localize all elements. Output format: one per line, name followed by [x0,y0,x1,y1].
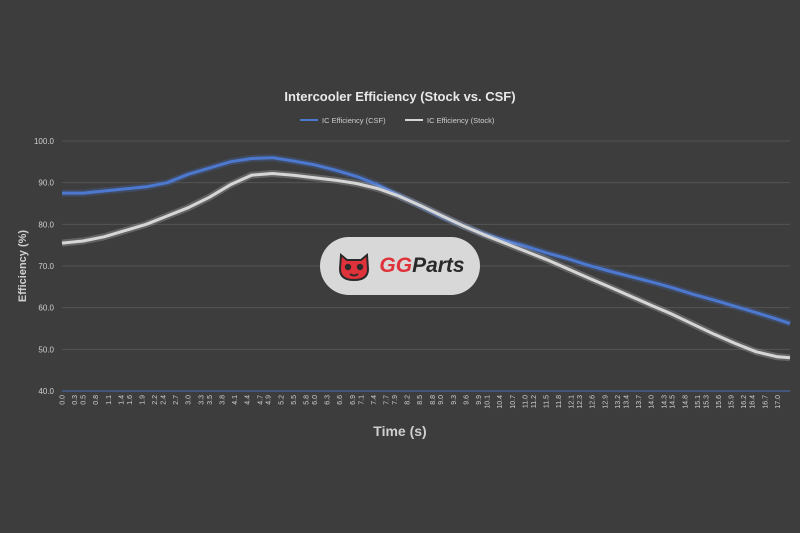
x-tick-label: 2.2 [152,395,159,405]
x-tick-label: 3.3 [198,395,205,405]
x-tick-label: 3.0 [186,395,193,405]
x-tick-label: 6.0 [312,395,319,405]
legend: IC Efficiency (CSF) IC Efficiency (Stock) [300,116,495,125]
x-tick-label: 1.1 [106,395,113,405]
x-tick-label: 4.7 [257,395,264,405]
watermark-text: GGParts [379,254,464,278]
x-tick-label: 7.4 [371,395,378,405]
ggparts-mascot-icon [339,252,370,282]
x-tick-label: 1.6 [127,395,134,405]
x-tick-label: 0.0 [60,395,67,405]
ggparts-watermark: GGParts [320,237,480,295]
x-tick-label: 9.3 [451,395,458,405]
x-tick-label: 12.3 [577,395,584,409]
x-tick-label: 5.2 [278,395,285,405]
x-tick-label: 12.6 [590,395,597,409]
x-axis-label: Time (s) [373,423,426,439]
x-tick-label: 15.9 [729,395,736,409]
chart-title: Intercooler Efficiency (Stock vs. CSF) [284,89,515,104]
x-tick-label: 2.7 [173,395,180,405]
y-tick-label: 90.0 [38,179,54,188]
x-tick-label: 5.8 [304,395,311,405]
x-tick-label: 10.1 [485,395,492,409]
x-tick-label: 4.9 [266,395,273,405]
y-tick-label: 70.0 [38,262,54,271]
x-tick-label: 11.2 [531,395,538,408]
y-tick-label: 100.0 [34,137,55,146]
x-tick-label: 0.3 [72,395,79,405]
x-tick-label: 11.8 [556,395,563,408]
x-tick-label: 15.3 [703,395,710,409]
x-tick-label: 7.7 [384,395,391,405]
x-tick-label: 15.1 [695,395,702,409]
x-tick-label: 6.9 [350,395,357,405]
x-tick-label: 0.8 [93,395,100,405]
x-tick-label: 1.4 [118,395,125,405]
x-tick-label: 14.8 [682,395,689,409]
x-tick-label: 12.1 [569,395,576,409]
x-tick-label: 13.7 [636,395,643,409]
x-tick-label: 16.2 [741,395,748,409]
x-tick-label: 3.8 [219,395,226,405]
watermark-text-gg: GG [379,254,413,277]
x-tick-label: 8.5 [417,395,424,405]
x-tick-label: 1.9 [139,395,146,405]
x-tick-label: 10.4 [497,395,504,409]
x-tick-label: 9.0 [438,395,445,405]
x-tick-label: 8.2 [405,395,412,405]
series-line [61,172,791,360]
x-tick-label: 7.9 [392,395,399,405]
y-tick-label: 60.0 [38,304,54,313]
y-tick-label: 40.0 [38,387,54,396]
x-tick-label: 8.8 [430,395,437,405]
y-tick-label: 50.0 [38,345,54,354]
watermark-text-parts: Parts [412,254,465,277]
x-tick-label: 4.4 [245,395,252,405]
x-tick-label: 4.1 [232,395,239,405]
y-tick-label: 80.0 [38,220,54,229]
x-tick-label: 11.5 [543,395,550,408]
x-tick-label: 16.4 [750,395,757,409]
x-tick-label: 5.5 [291,395,298,405]
x-tick-label: 6.6 [337,395,344,405]
x-tick-label: 13.2 [615,395,622,409]
y-axis-ticks: 40.0 50.0 60.0 70.0 80.0 90.0 100.0 [34,137,55,396]
grid-lines [62,140,790,392]
x-axis-ticks: 0.0 0.3 0.5 0.8 1.1 1.4 1.6 1.9 2.2 2.4 2.7 3.0 3.3 3… [60,395,782,409]
series-lines [61,154,792,362]
x-tick-label: 2.4 [160,395,167,405]
legend-entry: IC Efficiency (CSF) [322,116,386,125]
x-tick-label: 14.0 [649,395,656,409]
x-tick-label: 11.0 [522,395,529,408]
x-tick-label: 9.9 [476,395,483,405]
x-tick-label: 10.7 [510,395,517,409]
legend-entry: IC Efficiency (Stock) [427,116,495,125]
x-tick-label: 12.9 [602,395,609,409]
x-tick-label: 9.6 [463,395,470,405]
x-tick-label: 14.3 [661,395,668,409]
x-tick-label: 13.4 [623,395,630,409]
x-tick-label: 14.5 [670,395,677,409]
y-axis-label: Efficiency (%) [17,230,29,302]
x-tick-label: 3.5 [207,395,214,405]
x-tick-label: 16.7 [762,395,769,409]
x-tick-label: 7.1 [358,395,365,405]
x-tick-label: 17.0 [775,395,782,409]
x-tick-label: 6.3 [325,395,332,405]
x-tick-label: 0.5 [81,395,88,405]
x-tick-label: 15.6 [716,395,723,409]
